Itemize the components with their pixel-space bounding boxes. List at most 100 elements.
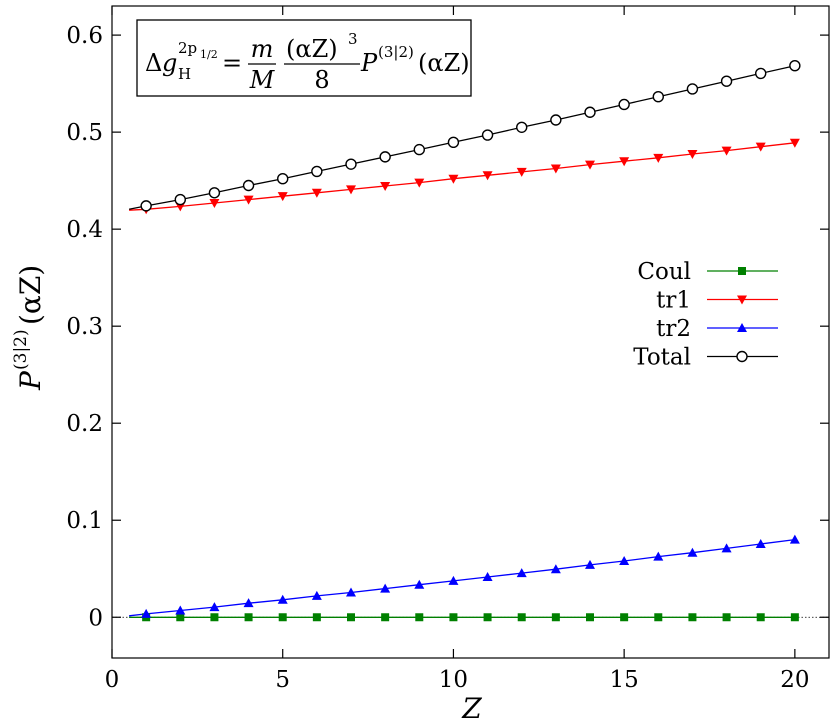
data-point-tr2 xyxy=(277,594,288,604)
y-axis-label-superscript: (3|2) xyxy=(11,329,31,370)
legend-marker-tr1 xyxy=(737,295,747,305)
data-point-tr1 xyxy=(277,192,288,202)
data-point-tr1 xyxy=(380,181,391,191)
legend-marker-tr2 xyxy=(737,323,747,332)
data-point-tr1 xyxy=(585,160,595,170)
data-point-tr2 xyxy=(516,568,527,578)
data-point-tr1 xyxy=(687,149,698,159)
y-tick-label: 0 xyxy=(88,605,103,631)
y-tick-label: 0.1 xyxy=(66,508,103,534)
data-point-coul xyxy=(654,613,663,622)
data-point-tr1 xyxy=(346,185,356,195)
x-tick-label: 10 xyxy=(439,667,468,693)
data-point-coul xyxy=(449,613,458,622)
data-point-tr2 xyxy=(619,555,630,565)
data-point-total xyxy=(208,187,221,199)
data-point-total xyxy=(618,98,630,111)
data-point-tr2 xyxy=(687,547,698,557)
data-point-tr2 xyxy=(721,543,732,553)
data-point-coul xyxy=(278,613,287,622)
data-point-tr2 xyxy=(141,608,152,618)
formula-frac2-exponent: 3 xyxy=(348,30,358,48)
data-point-coul xyxy=(551,613,560,622)
data-point-tr1 xyxy=(619,157,630,167)
legend-label-coul: Coul xyxy=(637,259,691,285)
data-point-total xyxy=(652,91,664,103)
data-point-total xyxy=(447,136,460,149)
data-point-total xyxy=(311,165,323,178)
legend-marker-total xyxy=(736,350,748,363)
data-point-tr2 xyxy=(311,590,322,600)
data-point-tr2 xyxy=(585,559,595,569)
data-point-tr2 xyxy=(209,602,220,612)
data-point-tr1 xyxy=(516,167,527,177)
x-tick-label: 5 xyxy=(275,667,290,693)
data-point-coul xyxy=(347,613,355,622)
y-tick-label: 0.4 xyxy=(66,217,103,243)
x-tick-label: 0 xyxy=(105,667,120,693)
data-point-coul xyxy=(244,613,253,622)
data-point-tr1 xyxy=(482,171,493,181)
data-point-tr1 xyxy=(789,138,800,148)
formula-frac2-numerator: (αZ) xyxy=(286,35,338,63)
data-point-tr2 xyxy=(243,598,254,608)
data-point-tr2 xyxy=(380,583,391,593)
formula-equals: = xyxy=(222,49,242,77)
plot-frame xyxy=(111,5,830,659)
data-point-tr1 xyxy=(209,198,220,208)
data-point-tr2 xyxy=(175,605,186,615)
legend-label-tr1: tr1 xyxy=(656,288,691,314)
data-point-coul xyxy=(722,613,731,622)
data-point-total xyxy=(413,143,425,156)
data-point-tr2 xyxy=(414,579,425,589)
data-point-total xyxy=(584,106,596,118)
data-point-coul xyxy=(415,613,424,622)
data-point-coul xyxy=(517,613,526,622)
data-point-tr2 xyxy=(653,551,664,561)
y-tick-label: 0.3 xyxy=(66,314,103,340)
data-point-tr2 xyxy=(448,575,459,585)
y-tick-label: 0.6 xyxy=(66,23,103,49)
formula-delta: Δ xyxy=(145,49,162,77)
data-point-coul xyxy=(381,613,390,622)
data-point-total xyxy=(242,179,255,192)
x-axis-label: Z xyxy=(461,692,482,724)
data-point-total xyxy=(686,83,699,95)
formula-frac1-numerator: m xyxy=(251,35,274,63)
data-point-tr2 xyxy=(789,534,800,544)
x-tick-label: 20 xyxy=(780,667,809,693)
data-point-coul xyxy=(586,613,594,622)
data-point-coul xyxy=(688,613,697,622)
formula-box xyxy=(136,19,472,97)
data-point-tr1 xyxy=(311,188,322,198)
data-point-tr2 xyxy=(482,571,493,581)
data-point-coul xyxy=(620,613,629,622)
data-point-total xyxy=(755,67,767,80)
data-point-total xyxy=(174,193,186,206)
data-point-tr1 xyxy=(721,146,732,156)
data-point-tr2 xyxy=(550,564,561,574)
x-tick-label: 15 xyxy=(610,667,639,693)
data-point-coul xyxy=(176,613,185,622)
data-point-coul xyxy=(210,613,219,622)
formula-annotation: Δ g 2p 1/2 H = m M (αZ) 3 8 P (3|2) (αZ) xyxy=(136,19,472,97)
y-tick-label: 0.2 xyxy=(66,411,103,437)
data-point-total xyxy=(720,75,733,87)
formula-frac2-denominator: 8 xyxy=(314,66,329,94)
formula-P-argument: (αZ) xyxy=(418,49,470,77)
formula-g-superscript-subscript: 1/2 xyxy=(200,48,218,61)
formula-g-subscript: H xyxy=(178,65,191,83)
formula-frac1-denominator: M xyxy=(249,66,276,94)
data-point-tr1 xyxy=(243,195,254,205)
data-point-total xyxy=(516,121,528,133)
formula-g: g xyxy=(162,49,177,77)
y-axis-label-base: P xyxy=(14,370,47,391)
y-axis-label: P (3|2) (αZ) xyxy=(11,265,47,391)
ticks-layer: 0 5 10 15 20 0 0.1 0.2 0.3 0.4 0.5 0.6 xyxy=(66,6,829,693)
data-point-tr2 xyxy=(346,587,356,597)
data-point-tr1 xyxy=(653,153,664,163)
data-point-total xyxy=(789,59,801,72)
legend-label-tr2: tr2 xyxy=(656,316,691,342)
